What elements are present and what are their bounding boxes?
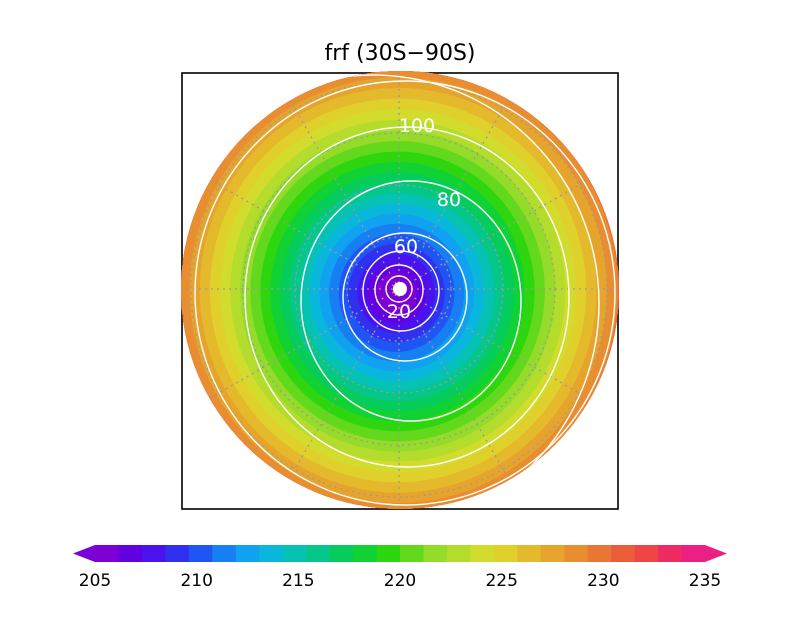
colorbar-tick-label: 235 [689,571,721,591]
colorbar-swatch [165,545,190,562]
colorbar-swatch [470,545,495,562]
plot-title: frf (30S−90S) [324,41,475,66]
colorbar-swatch [540,545,565,562]
contour-line [300,180,522,422]
contour-line [194,80,616,506]
colorbar-swatch [235,545,260,562]
colorbar-swatch [95,545,120,562]
colorbar-swatch [634,545,659,562]
meridian-line [398,288,520,498]
contour-label-20: 20 [387,301,411,323]
colorbar-swatch [493,545,518,562]
meridian-line [190,168,400,290]
colorbar-tick-label: 215 [282,571,314,591]
colorbar-swatch [400,545,425,562]
latitude-circle [346,236,452,342]
colorbar-swatch [118,545,143,562]
contour-label-100: 100 [399,115,435,137]
colorbar-swatch [212,545,237,562]
colorbar-swatch [681,545,706,562]
contour-label-60: 60 [394,236,418,258]
contour-label-80: 80 [437,189,461,211]
meridian-line [190,288,400,410]
contour-line [244,126,570,468]
colorbar-tick-label: 210 [180,571,212,591]
colorbar-swatch [306,545,331,562]
colorbar-tick-label: 225 [485,571,517,591]
colorbar-swatch [587,545,612,562]
colorbar-swatch [564,545,589,562]
colorbar-tick-label: 220 [384,571,416,591]
colorbar-swatch [282,545,307,562]
colorbar-swatch [517,545,542,562]
meridian-line [278,288,400,498]
colorbar-extend-min [73,545,95,562]
colorbar-tick-labels: 205 210 215 220 225 230 235 [79,571,721,591]
colorbar-tick-label: 205 [79,571,111,591]
colorbar-swatch [353,545,378,562]
colorbar-swatch [658,545,683,562]
pole-marker [393,282,407,296]
colorbar-swatch [259,545,284,562]
colorbar-swatch [376,545,401,562]
meridian-line [398,168,608,290]
colorbar [73,545,727,562]
polar-map [181,71,619,509]
colorbar-swatch [329,545,354,562]
contour-line [362,250,440,332]
colorbar-swatch [446,545,471,562]
contour-line [374,264,424,316]
colorbar-swatch [141,545,166,562]
contour-line [385,275,413,303]
meridian-line [398,288,608,410]
colorbar-extend-max [705,545,727,562]
contour-line [342,232,468,362]
colorbar-swatch [423,545,448,562]
meridian-line [278,80,400,290]
contour-line [181,74,600,509]
colorbar-tick-label: 230 [587,571,619,591]
meridian-line [398,80,520,290]
contour-lines [181,74,616,509]
colorbar-swatch [188,545,213,562]
colorbar-swatch [611,545,636,562]
